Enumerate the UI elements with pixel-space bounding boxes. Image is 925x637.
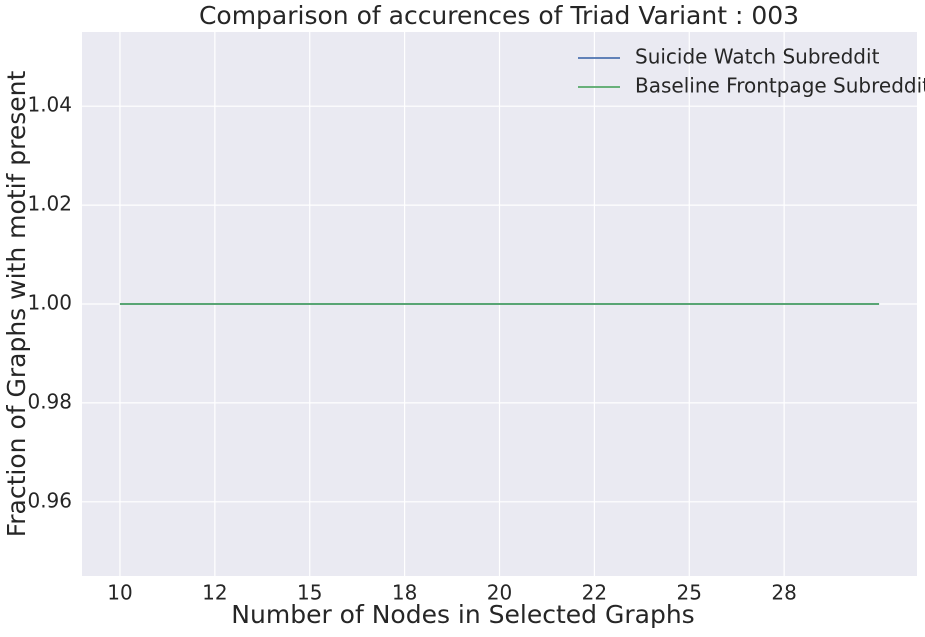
legend: Suicide Watch Subreddit Baseline Frontpag… xyxy=(578,45,925,98)
x-tick-label: 15 xyxy=(297,581,322,605)
legend-label: Suicide Watch Subreddit xyxy=(635,45,880,69)
x-tick-label: 12 xyxy=(202,581,227,605)
x-tick-label: 20 xyxy=(487,581,512,605)
x-tick-label: 22 xyxy=(582,581,607,605)
x-axis-label: Number of Nodes in Selected Graphs xyxy=(231,600,694,629)
y-tick-label: 1.02 xyxy=(27,192,72,216)
x-tick-label: 18 xyxy=(392,581,417,605)
y-tick-label: 0.96 xyxy=(27,488,72,512)
y-axis-label: Fraction of Graphs with motif present xyxy=(2,71,31,538)
chart-title: Comparison of accurences of Triad Varian… xyxy=(199,1,799,30)
x-tick-label: 25 xyxy=(677,581,702,605)
legend-label: Baseline Frontpage Subreddit xyxy=(635,74,925,98)
y-tick-label: 1.00 xyxy=(27,291,72,315)
x-tick-label: 10 xyxy=(107,581,132,605)
x-tick-label: 28 xyxy=(771,581,796,605)
y-tick-label: 1.04 xyxy=(27,93,72,117)
y-tick-label: 0.98 xyxy=(27,389,72,413)
